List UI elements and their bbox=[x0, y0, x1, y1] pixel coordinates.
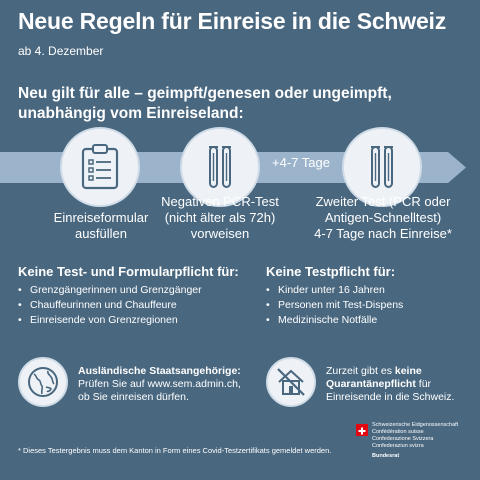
right-column-list: Kinder unter 16 Jahren Personen mit Test… bbox=[266, 283, 403, 328]
step-second-test-circle bbox=[342, 127, 422, 207]
info-quarantine-text: Zurzeit gibt es bbox=[326, 365, 395, 377]
step-second-test-label: Zweiter Test (PCR oder Antigen-Schnellte… bbox=[298, 194, 468, 242]
step-pcr-label: Negativen PCR-Test (nicht älter als 72h)… bbox=[145, 194, 295, 242]
test-tubes-icon bbox=[371, 146, 393, 188]
test-tubes-icon bbox=[209, 146, 231, 188]
globe-circle bbox=[18, 357, 68, 407]
step-pcr-label-line: Negativen PCR-Test bbox=[161, 194, 279, 209]
info-foreign-heading: Ausländische Staatsangehörige: bbox=[78, 365, 241, 377]
federal-name: Schweizerische Eidgenossenschaft bbox=[372, 422, 459, 428]
house-crossed-icon bbox=[277, 368, 305, 396]
info-foreign-nationals: Ausländische Staatsangehörige: Prüfen Si… bbox=[78, 365, 241, 404]
step-pcr-label-line: (nicht älter als 72h) bbox=[164, 210, 276, 225]
footnote: * Dieses Testergebnis muss dem Kanton in… bbox=[18, 446, 332, 455]
left-column-list: Grenzgängerinnen und Grenzgänger Chauffe… bbox=[18, 283, 202, 328]
step-pcr-circle bbox=[180, 127, 260, 207]
federal-name: Confederazione Svizzera bbox=[372, 436, 434, 442]
step-form-circle bbox=[60, 127, 140, 207]
step-second-test-label-line: Zweiter Test (PCR oder bbox=[315, 194, 451, 209]
federal-logo-text: Schweizerische Eidgenossenschaft Confédé… bbox=[372, 422, 458, 460]
info-quarantine-emphasis: keine bbox=[394, 365, 422, 377]
left-column-heading: Keine Test- und Formularpflicht für: bbox=[18, 264, 239, 279]
globe-icon bbox=[28, 367, 58, 397]
step-pcr-label-line: vorweisen bbox=[190, 226, 250, 241]
clipboard-icon bbox=[81, 144, 119, 190]
info-quarantine-line-3: Einreisende in die Schweiz. bbox=[326, 391, 455, 403]
info-quarantine-emphasis: Quarantänepflicht bbox=[326, 378, 416, 390]
info-foreign-line: ob Sie einreisen dürfen. bbox=[78, 391, 189, 403]
list-item: Einreisende von Grenzregionen bbox=[18, 313, 202, 328]
info-foreign-line: Prüfen Sie auf www.sem.admin.ch, bbox=[78, 378, 241, 390]
subtitle-line-2: unabhängig vom Einreiseland: bbox=[18, 105, 244, 122]
step-second-test-label-line: 4-7 Tage nach Einreise* bbox=[314, 226, 452, 241]
subtitle-line-1: Neu gilt für alle – geimpft/genesen oder… bbox=[18, 85, 392, 102]
federal-dept: Bundesrat bbox=[372, 453, 400, 459]
list-item: Grenzgängerinnen und Grenzgänger bbox=[18, 283, 202, 298]
list-item: Medizinische Notfälle bbox=[266, 313, 403, 328]
list-item: Chauffeurinnen und Chauffeure bbox=[18, 298, 202, 313]
step-form-label-line: Einreiseformular bbox=[53, 210, 149, 225]
federal-name: Confederaziun svizra bbox=[372, 443, 424, 449]
page-title: Neue Regeln für Einreise in die Schweiz bbox=[18, 8, 447, 34]
list-item: Kinder unter 16 Jahren bbox=[266, 283, 403, 298]
step-second-test-label-line: Antigen-Schnelltest) bbox=[324, 210, 442, 225]
step-form-label: Einreiseformular ausfüllen bbox=[22, 210, 180, 242]
no-quarantine-circle bbox=[266, 357, 316, 407]
info-quarantine: Zurzeit gibt es keine Quarantänepflicht … bbox=[326, 365, 454, 404]
list-item: Personen mit Test-Dispens bbox=[266, 298, 403, 313]
right-column-heading: Keine Testpflicht für: bbox=[266, 264, 396, 279]
subtitle: Neu gilt für alle – geimpft/genesen oder… bbox=[18, 84, 392, 124]
swiss-flag-icon bbox=[356, 424, 368, 436]
info-quarantine-text: für bbox=[415, 378, 432, 390]
interval-label: +4-7 Tage bbox=[272, 155, 330, 170]
step-form-label-line: ausfüllen bbox=[74, 226, 128, 241]
info-quarantine-line-1: Zurzeit gibt es keine bbox=[326, 365, 454, 378]
effective-date: ab 4. Dezember bbox=[18, 44, 104, 58]
federal-name: Confédération suisse bbox=[372, 429, 424, 435]
info-quarantine-line-2: Quarantänepflicht für bbox=[326, 378, 454, 391]
